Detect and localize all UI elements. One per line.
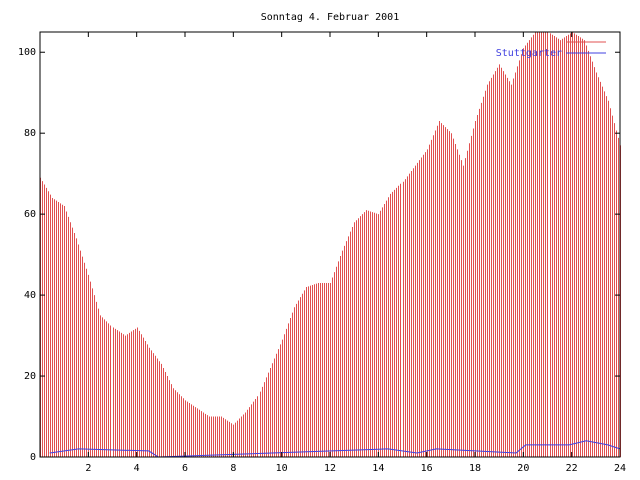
y-tick-label: 60 (24, 209, 36, 220)
x-tick-label: 4 (134, 463, 140, 474)
legend-label-stuttgarter: Stuttgarter (496, 48, 562, 59)
x-tick-label: 6 (182, 463, 188, 474)
y-tick-label: 0 (30, 452, 36, 463)
line-series-stuttgarter (49, 440, 621, 458)
x-tick-label: 18 (469, 463, 481, 474)
x-tick-label: 8 (230, 463, 236, 474)
y-tick-label: 20 (24, 371, 36, 382)
x-tick-label: 20 (517, 463, 529, 474)
y-tick-label: 80 (24, 128, 36, 139)
x-tick-label: 24 (614, 463, 626, 474)
x-tick-label: 14 (372, 463, 384, 474)
line-series-layer (49, 440, 621, 458)
legend: Stuttgarter (496, 41, 606, 59)
x-tick-label: 10 (276, 463, 288, 474)
y-tick-label: 100 (18, 47, 36, 58)
x-tick-label: 2 (85, 463, 91, 474)
x-tick-label: 12 (324, 463, 336, 474)
x-tick-label: 16 (421, 463, 433, 474)
chart-title: Sonntag 4. Februar 2001 (261, 12, 399, 23)
axes (39, 31, 621, 458)
x-tick-label: 22 (566, 463, 578, 474)
bar-series (40, 32, 621, 457)
y-tick-label: 40 (24, 290, 36, 301)
